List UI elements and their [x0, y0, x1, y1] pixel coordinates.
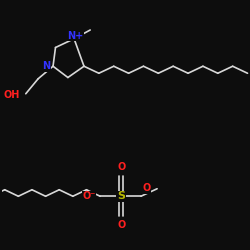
Text: O: O: [142, 183, 150, 193]
Text: O⁻: O⁻: [82, 191, 96, 201]
Text: OH: OH: [4, 90, 20, 100]
Text: O: O: [117, 162, 125, 172]
Text: S: S: [117, 191, 125, 201]
Text: N+: N+: [67, 31, 84, 41]
Text: N: N: [42, 61, 50, 71]
Text: O: O: [117, 220, 125, 230]
